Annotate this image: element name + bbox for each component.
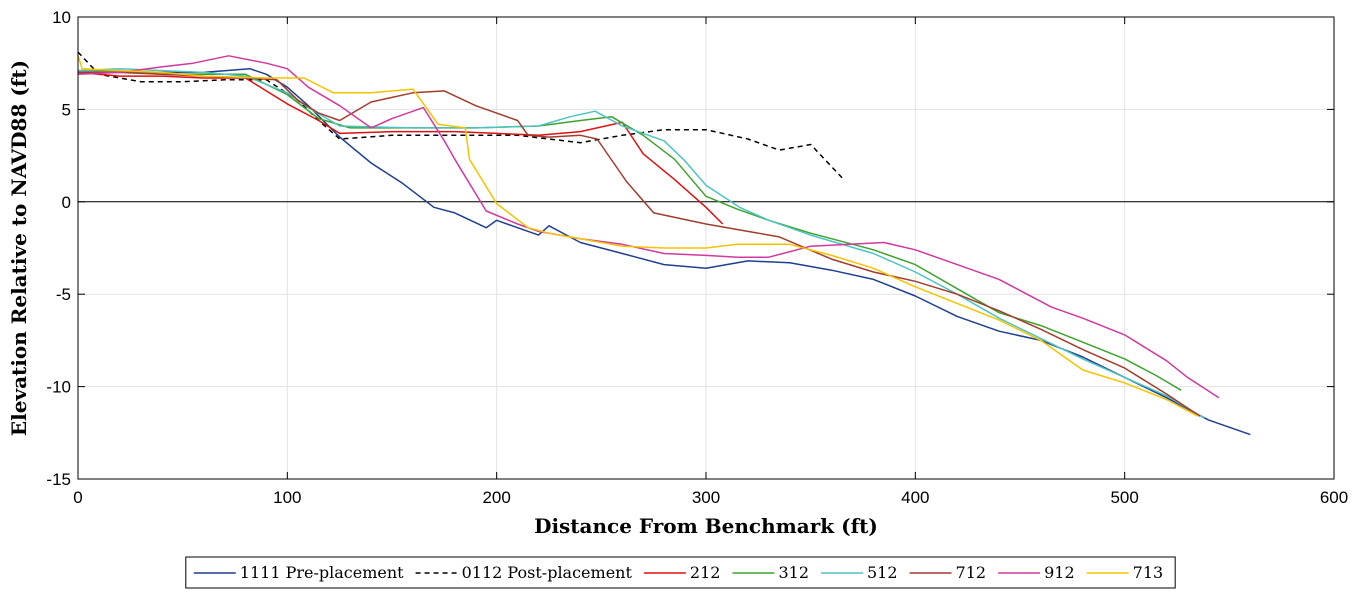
y-tick-label: 0 <box>62 193 71 212</box>
legend-label: 312 <box>778 563 809 582</box>
legend-label: 713 <box>1133 563 1164 582</box>
axis-ticks: 0 100 200 300 400 500 600 -15 -10 -5 0 5 10 <box>46 8 1348 507</box>
y-tick-label: 10 <box>52 8 71 27</box>
series-line-0112 <box>77 51 843 179</box>
y-tick-label: 5 <box>62 100 71 119</box>
y-axis-title: Elevation Relative to NAVD88 (ft) <box>7 60 31 436</box>
y-tick-label: -15 <box>46 470 71 489</box>
legend-label: 512 <box>867 563 898 582</box>
legend: 1111 Pre-placement 0112 Post-placement 212… <box>185 556 1176 589</box>
x-tick-label: 100 <box>273 488 301 507</box>
legend-label: 212 <box>690 563 721 582</box>
x-tick-label: 400 <box>901 488 929 507</box>
series-line-712 <box>78 71 1201 417</box>
series-line-312 <box>78 69 1182 391</box>
series-line-912 <box>77 55 1220 399</box>
x-tick-label: 500 <box>1110 488 1138 507</box>
legend-label: 912 <box>1044 563 1075 582</box>
x-tick-label: 0 <box>73 488 82 507</box>
series-line-713 <box>77 55 1199 417</box>
legend-label: 0112 Post-placement <box>462 563 633 582</box>
x-tick-label: 600 <box>1320 488 1348 507</box>
series-layer <box>77 51 1251 436</box>
series-line-512 <box>77 67 1205 419</box>
series-line-1111 <box>78 67 1251 436</box>
legend-label: 712 <box>956 563 987 582</box>
y-tick-label: -10 <box>46 378 71 397</box>
x-tick-label: 300 <box>692 488 720 507</box>
x-axis-title: Distance From Benchmark (ft) <box>534 514 878 538</box>
y-tick-label: -5 <box>56 285 71 304</box>
x-tick-label: 200 <box>482 488 510 507</box>
legend-label: 1111 Pre-placement <box>240 563 404 582</box>
series-line-212 <box>77 71 724 225</box>
